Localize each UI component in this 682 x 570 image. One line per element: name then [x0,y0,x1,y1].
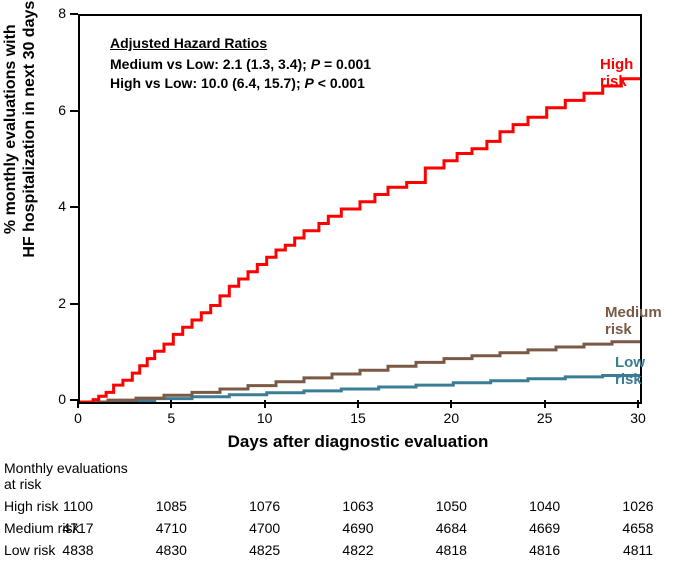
hr-line1-post: = 0.001 [320,56,371,72]
table-cell: 4710 [141,520,201,536]
table-cell: 1076 [235,498,295,514]
legend-high-risk: High risk [600,56,640,90]
x-tick [357,400,359,408]
x-tick [170,400,172,408]
y-tick [70,13,78,15]
x-tick [637,400,639,408]
legend-low-risk: Low risk [615,354,645,388]
table-cell: 4822 [328,542,388,558]
x-tick-label: 5 [156,410,186,426]
y-tick-label: 6 [36,102,66,118]
table-title: Monthly evaluations at risk [4,460,128,492]
table-cell: 4700 [235,520,295,536]
table-cell: 4669 [515,520,575,536]
series-high [80,79,640,402]
hr-line1-P: P [311,56,320,72]
x-tick [450,400,452,408]
table-cell: 4684 [421,520,481,536]
y-tick-label: 0 [36,391,66,407]
table-cell: 4818 [421,542,481,558]
table-cell: 4830 [141,542,201,558]
x-tick [264,400,266,408]
table-title-line1: Monthly evaluations [4,460,128,476]
x-tick-label: 25 [530,410,560,426]
legend-medium-risk: Medium risk [605,304,662,338]
x-tick-label: 10 [250,410,280,426]
table-cell: 4658 [608,520,668,536]
table-cell: 4838 [48,542,108,558]
table-cell: 1026 [608,498,668,514]
table-cell: 1063 [328,498,388,514]
table-cell: 1050 [421,498,481,514]
table-cell: 4690 [328,520,388,536]
table-cell: 4717 [48,520,108,536]
plot-area: Adjusted Hazard Ratios Medium vs Low: 2.… [78,14,642,404]
y-axis-label: % monthly evaluations with HF hospitaliz… [1,0,39,279]
x-tick [544,400,546,408]
table-cell: 1085 [141,498,201,514]
x-tick-label: 15 [343,410,373,426]
y-axis-label-line1: % monthly evaluations with [2,24,19,234]
table-cell: 1040 [515,498,575,514]
y-tick [70,303,78,305]
y-tick-label: 2 [36,295,66,311]
table-cell: 4811 [608,542,668,558]
hr-line2-P: P [305,75,314,91]
table-cell: 1100 [48,498,108,514]
y-tick-label: 4 [36,198,66,214]
figure-container: { "chart": { "type": "step-line", "backg… [0,0,682,570]
hr-title: Adjusted Hazard Ratios [110,34,267,53]
x-tick-label: 20 [436,410,466,426]
y-axis-label-line2: HF hospitalization in next 30 days [21,1,38,258]
y-tick [70,110,78,112]
table-cell: 4825 [235,542,295,558]
hr-line2-pre: High vs Low: 10.0 (6.4, 15.7); [110,75,305,91]
x-tick [77,400,79,408]
table-cell: 4816 [515,542,575,558]
y-tick-label: 8 [36,5,66,21]
y-tick [70,206,78,208]
hazard-ratio-box: Adjusted Hazard Ratios Medium vs Low: 2.… [110,34,371,93]
x-tick-label: 0 [63,410,93,426]
hr-line1-pre: Medium vs Low: 2.1 (1.3, 3.4); [110,56,311,72]
hr-line2-post: < 0.001 [314,75,365,91]
table-title-line2: at risk [4,476,41,492]
x-axis-label: Days after diagnostic evaluation [78,432,638,452]
x-tick-label: 30 [623,410,653,426]
